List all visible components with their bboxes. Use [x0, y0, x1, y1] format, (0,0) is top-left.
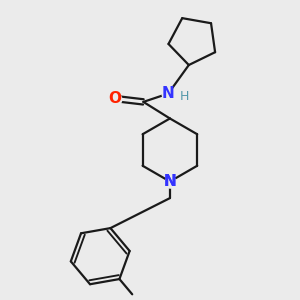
- Text: O: O: [109, 91, 122, 106]
- Text: N: N: [164, 174, 176, 189]
- Text: N: N: [164, 174, 176, 189]
- Text: H: H: [179, 90, 189, 104]
- Text: N: N: [162, 86, 175, 101]
